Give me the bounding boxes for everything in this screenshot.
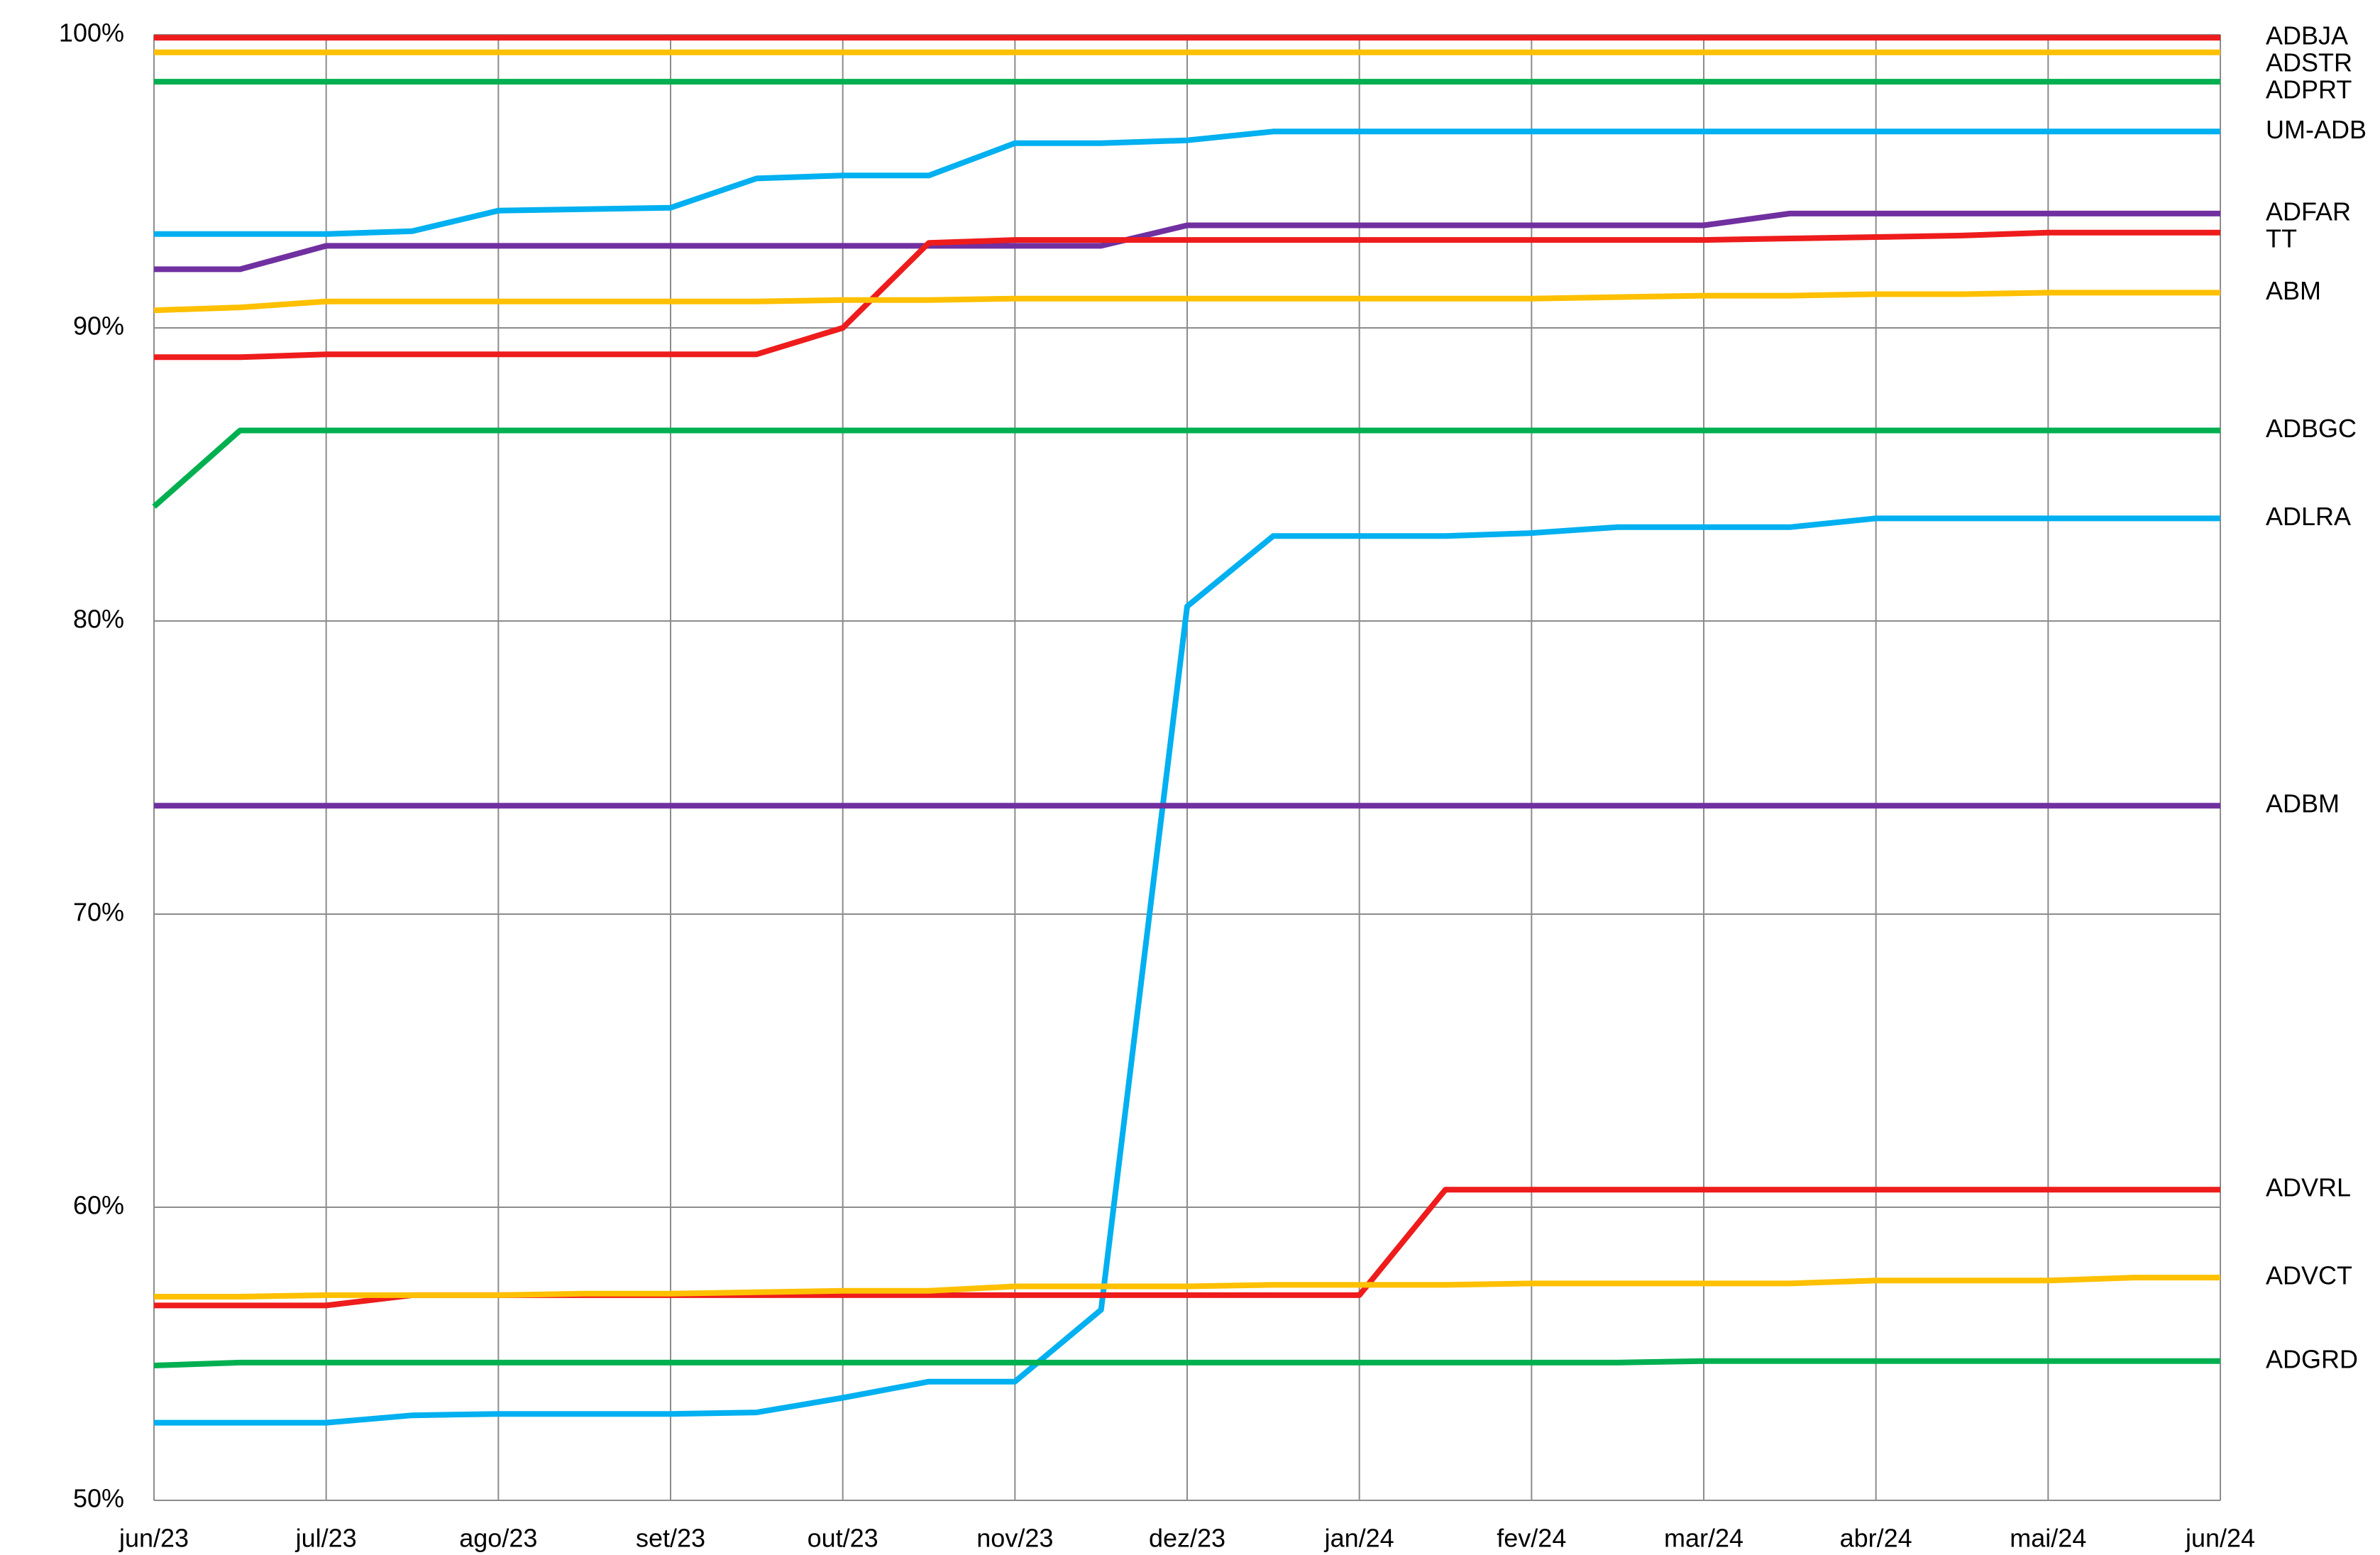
y-tick-label: 60% (73, 1191, 124, 1220)
x-tick-label: abr/24 (1840, 1524, 1912, 1553)
series-label: ABM (2266, 276, 2321, 305)
series-label: TT (2266, 224, 2297, 253)
y-tick-label: 80% (73, 605, 124, 634)
series-line (154, 1275, 2220, 1300)
x-tick-label: jun/24 (2185, 1524, 2255, 1553)
series-line (153, 290, 2220, 314)
x-tick-label: jul/23 (295, 1524, 357, 1553)
x-tick-label: ago/23 (459, 1524, 537, 1553)
series-line (153, 1358, 2220, 1368)
x-tick-label: jun/23 (119, 1524, 189, 1553)
series-line (154, 229, 2220, 361)
x-tick-label: jan/24 (1324, 1524, 1394, 1553)
series-label: ADBGC (2266, 414, 2357, 443)
series-label: ADGRD (2266, 1344, 2358, 1373)
series-line (154, 515, 2220, 1426)
x-tick-label: fev/24 (1497, 1524, 1566, 1553)
series-label: ADBJA (2266, 21, 2348, 50)
series-line (154, 128, 2220, 237)
series-label: ADLRA (2266, 502, 2351, 531)
series-label: ADVCT (2266, 1261, 2352, 1290)
series-label: ADSTR (2266, 48, 2352, 77)
series-label: ADFAR (2266, 197, 2351, 226)
y-tick-label: 100% (59, 18, 124, 48)
x-tick-label: nov/23 (976, 1524, 1053, 1553)
x-tick-label: dez/23 (1149, 1524, 1225, 1553)
y-tick-label: 90% (73, 312, 124, 341)
x-tick-label: mai/24 (2010, 1524, 2086, 1553)
y-tick-label: 50% (73, 1484, 124, 1513)
series-label: UM-ADB (2266, 115, 2367, 144)
x-tick-label: out/23 (808, 1524, 878, 1553)
series-label: ADVRL (2266, 1173, 2351, 1202)
series-line (152, 427, 2220, 509)
x-tick-label: mar/24 (1664, 1524, 1743, 1553)
series-label: ADBM (2266, 789, 2340, 818)
y-tick-label: 70% (73, 898, 124, 927)
series-line (154, 210, 2220, 273)
series-label: ADPRT (2266, 75, 2352, 104)
x-tick-label: set/23 (636, 1524, 705, 1553)
